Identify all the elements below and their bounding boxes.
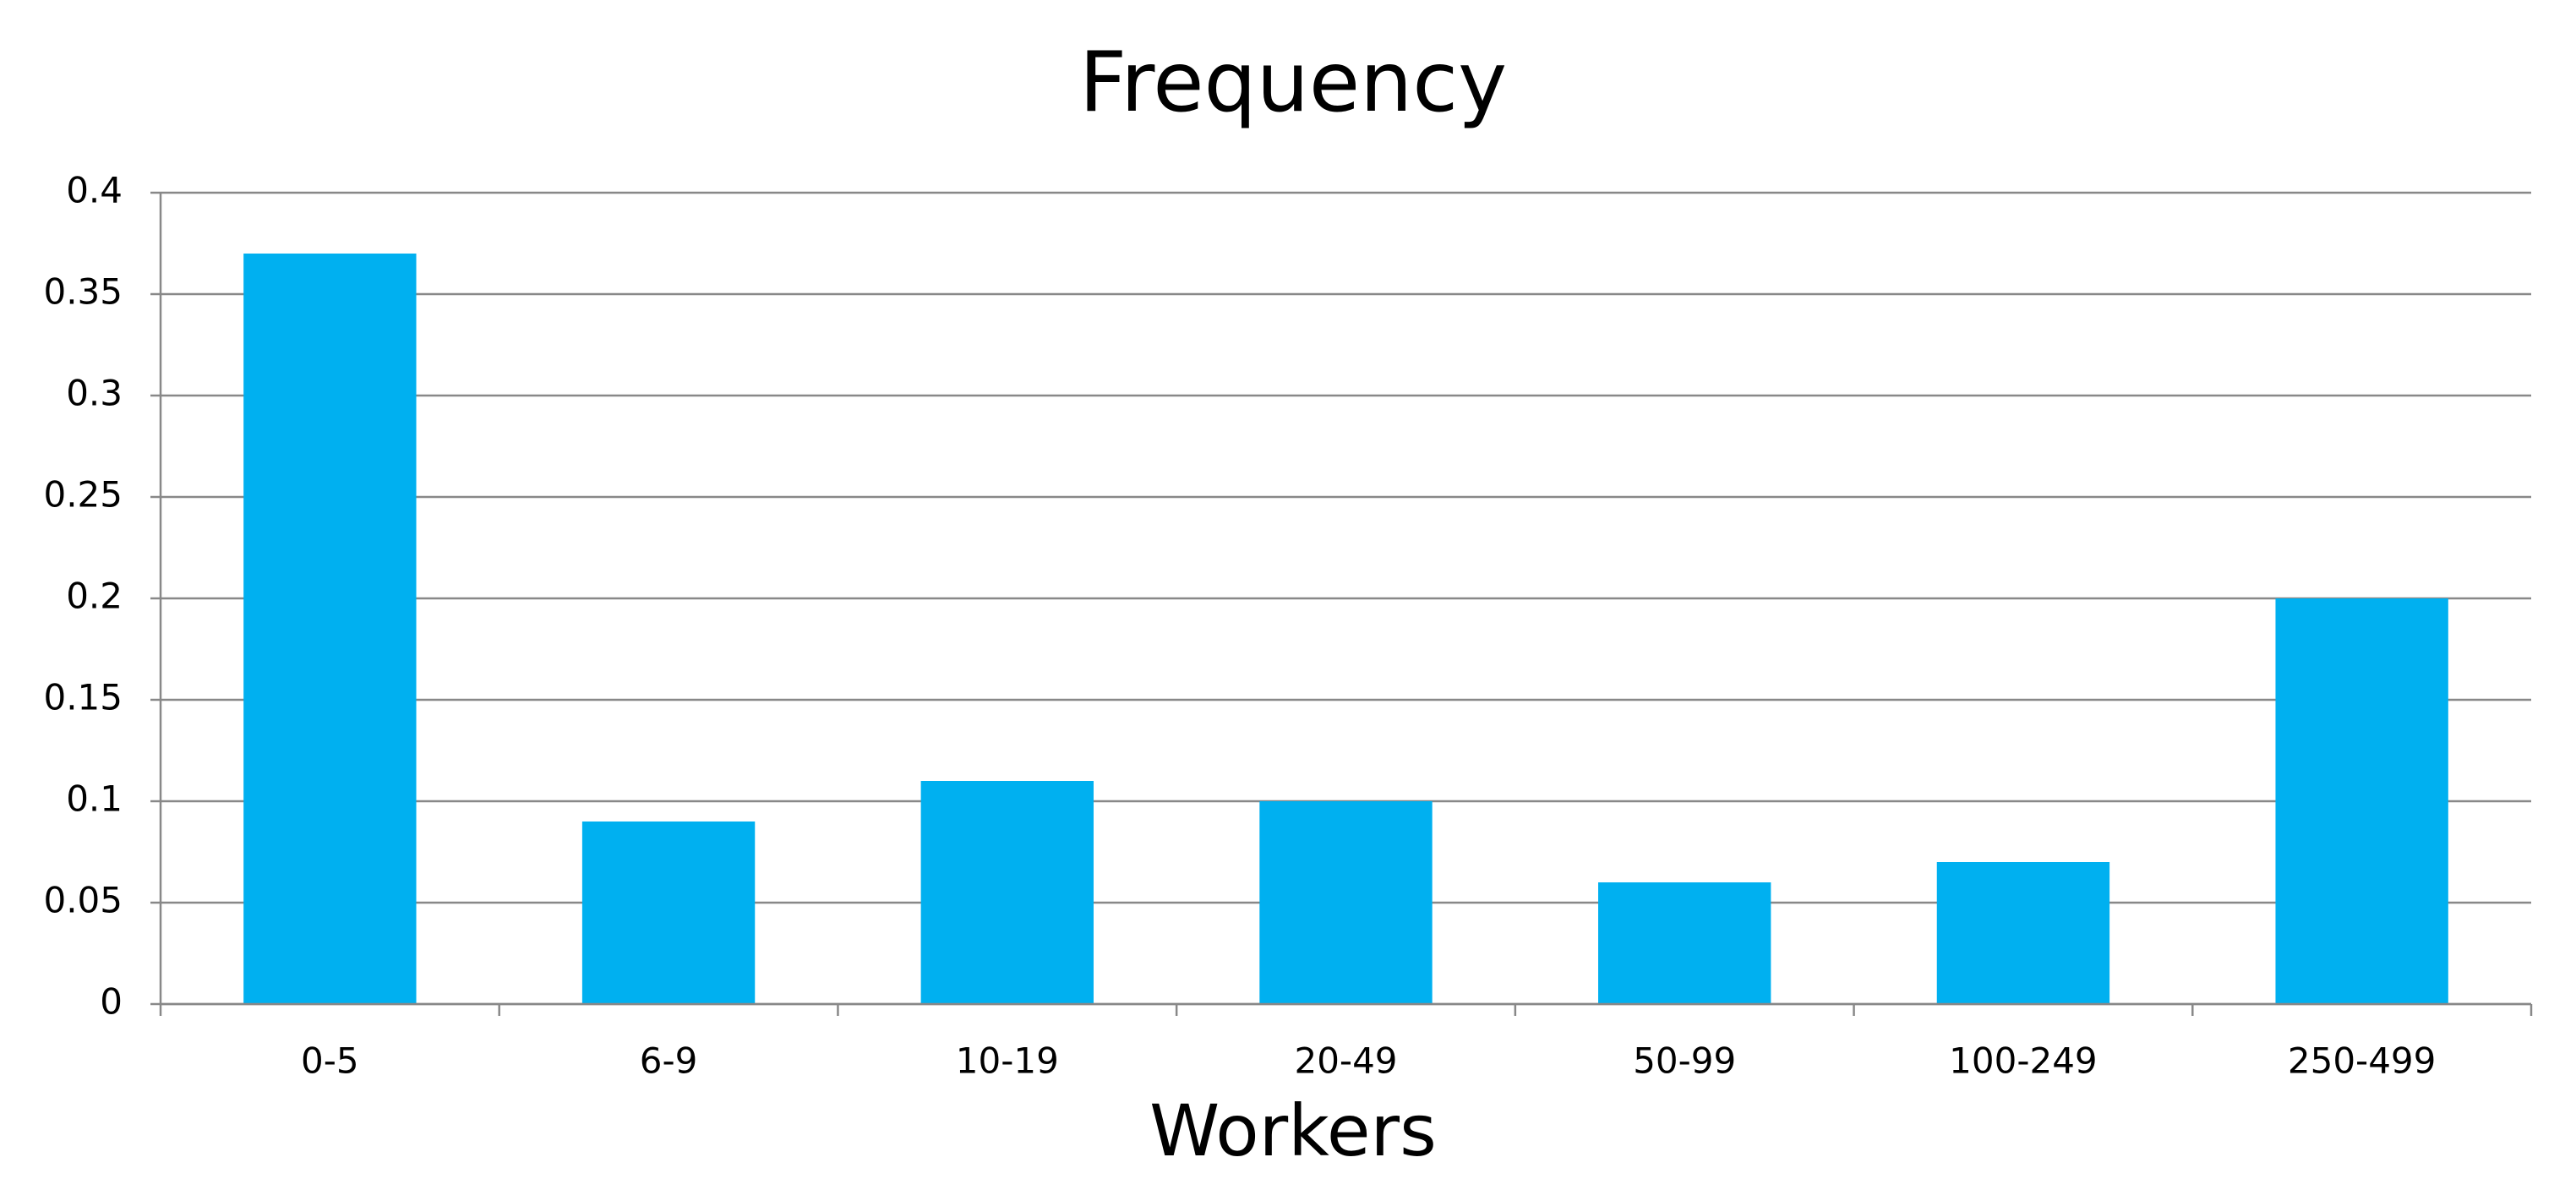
bar (1598, 882, 1771, 1004)
x-tick-label: 0-5 (301, 1040, 359, 1082)
y-tick-label: 0.2 (66, 576, 123, 617)
bar (243, 254, 417, 1004)
y-tick-label: 0.15 (43, 677, 123, 718)
bar (2275, 598, 2448, 1004)
y-tick-label: 0.05 (43, 880, 123, 921)
chart-title: Frequency (1079, 35, 1507, 131)
x-axis-title: Workers (1149, 1089, 1437, 1172)
x-tick-label: 6-9 (640, 1040, 698, 1082)
bar (1259, 801, 1433, 1004)
x-tick-label: 10-19 (956, 1040, 1059, 1082)
x-tick-label: 100-249 (1949, 1040, 2098, 1082)
bar (581, 822, 756, 1004)
y-tick-label: 0 (100, 981, 123, 1023)
x-tick-label: 50-99 (1633, 1040, 1736, 1082)
y-tick-label: 0.25 (43, 474, 123, 516)
x-tick-label: 20-49 (1294, 1040, 1397, 1082)
bar (1936, 862, 2110, 1004)
y-tick-label: 0.35 (43, 271, 123, 313)
y-tick-label: 0.3 (66, 373, 123, 414)
y-tick-label: 0.1 (66, 778, 123, 820)
y-tick-label: 0.4 (66, 170, 123, 211)
bar (920, 781, 1094, 1004)
x-tick-label: 250-499 (2288, 1040, 2437, 1082)
